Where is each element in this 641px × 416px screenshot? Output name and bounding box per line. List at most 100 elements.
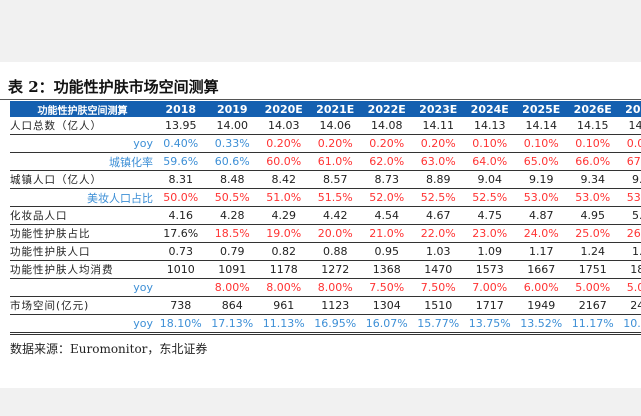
table-cell bbox=[155, 278, 207, 297]
table-cell: 0.33% bbox=[206, 134, 258, 153]
table-cell: 59.6% bbox=[155, 152, 207, 171]
table-cell: 4.42 bbox=[309, 206, 361, 225]
table-cell: 0.10% bbox=[567, 134, 619, 153]
table-cell: 11.17% bbox=[567, 314, 619, 335]
table-cell: 5.03 bbox=[618, 206, 641, 225]
row-label: 美妆人口占比 bbox=[10, 188, 155, 207]
table-cell: 7.50% bbox=[412, 278, 464, 297]
table-cell: 1667 bbox=[515, 260, 567, 279]
table-cell: 4.87 bbox=[515, 206, 567, 225]
table-cell: 1010 bbox=[155, 260, 207, 279]
table-cell: 1.17 bbox=[515, 242, 567, 261]
table-cell: 52.0% bbox=[361, 188, 413, 207]
row-label: 城镇人口（亿人） bbox=[10, 170, 155, 189]
table-cell: 53.0% bbox=[515, 188, 567, 207]
table-cell: 14.03 bbox=[258, 117, 310, 135]
table-cell: 8.00% bbox=[258, 278, 310, 297]
table-row: yoy 18.10% 17.13% 11.13% 16.95% 16.07% 15.77% 1… bbox=[10, 314, 641, 335]
table-cell: 8.42 bbox=[258, 170, 310, 189]
table-cell: 1470 bbox=[412, 260, 464, 279]
table-cell: 6.00% bbox=[515, 278, 567, 297]
table-cell: 5.00% bbox=[567, 278, 619, 297]
table-cell: 8.00% bbox=[206, 278, 258, 297]
table-cell: 26.0% bbox=[618, 224, 641, 243]
table-cell: 51.5% bbox=[309, 188, 361, 207]
title-divider bbox=[0, 99, 641, 100]
table-cell: 14.14 bbox=[515, 117, 567, 135]
table-cell: 0.10% bbox=[464, 134, 516, 153]
table-cell: 961 bbox=[258, 296, 310, 315]
table-cell: 17.6% bbox=[155, 224, 207, 243]
row-label: 人口总数（亿人） bbox=[10, 117, 155, 135]
row-label: 功能性护肤人口 bbox=[10, 242, 155, 261]
table-cell: 65.0% bbox=[515, 152, 567, 171]
header-year: 2027E bbox=[618, 101, 641, 117]
table-cell: 4.67 bbox=[412, 206, 464, 225]
row-label: 功能性护肤占比 bbox=[10, 224, 155, 243]
table-cell: 9.48 bbox=[618, 170, 641, 189]
table-row: 功能性护肤人口 0.73 0.79 0.82 0.88 0.95 1.03 1.09 1.17 1… bbox=[10, 242, 641, 261]
table-cell: 14.13 bbox=[464, 117, 516, 135]
table-cell: 0.73 bbox=[155, 242, 207, 261]
table-cell: 0.20% bbox=[309, 134, 361, 153]
table-cell: 7.50% bbox=[361, 278, 413, 297]
table-cell: 1272 bbox=[309, 260, 361, 279]
table-cell: 13.75% bbox=[464, 314, 516, 335]
table-cell: 52.5% bbox=[412, 188, 464, 207]
table-cell: 21.0% bbox=[361, 224, 413, 243]
table-cell: 11.13% bbox=[258, 314, 310, 335]
table-cell: 18.10% bbox=[155, 314, 207, 335]
table-cell: 4.75 bbox=[464, 206, 516, 225]
header-year: 2019 bbox=[206, 101, 258, 117]
table-cell: 4.95 bbox=[567, 206, 619, 225]
table-cell: 16.07% bbox=[361, 314, 413, 335]
table-cell: 1091 bbox=[206, 260, 258, 279]
table-cell: 20.0% bbox=[309, 224, 361, 243]
table-row: 城镇人口（亿人） 8.31 8.48 8.42 8.57 8.73 8.89 9.04 9.19… bbox=[10, 170, 641, 189]
table-row: 功能性护肤占比 17.6% 18.5% 19.0% 20.0% 21.0% 22.0% 23.… bbox=[10, 224, 641, 243]
table-cell: 9.34 bbox=[567, 170, 619, 189]
table-cell: 2167 bbox=[567, 296, 619, 315]
row-label: yoy bbox=[10, 314, 155, 335]
table-cell: 9.19 bbox=[515, 170, 567, 189]
table-cell: 50.5% bbox=[206, 188, 258, 207]
table-header-row: 功能性护肤空间测算 2018 2019 2020E 2021E 2022E 2023E 202… bbox=[10, 101, 641, 117]
table-cell: 25.0% bbox=[567, 224, 619, 243]
table-cell: 53.0% bbox=[618, 188, 641, 207]
table-cell: 1573 bbox=[464, 260, 516, 279]
table-cell: 0.95 bbox=[361, 242, 413, 261]
header-year: 2022E bbox=[361, 101, 413, 117]
table-row: 化妆品人口 4.16 4.28 4.29 4.42 4.54 4.67 4.75 4.87 4.9… bbox=[10, 206, 641, 225]
table-cell: 1751 bbox=[567, 260, 619, 279]
header-year: 2023E bbox=[412, 101, 464, 117]
table-cell: 14.15 bbox=[618, 117, 641, 135]
table-cell: 53.0% bbox=[567, 188, 619, 207]
table-cell: 52.5% bbox=[464, 188, 516, 207]
table-cell: 4.16 bbox=[155, 206, 207, 225]
table-cell: 1304 bbox=[361, 296, 413, 315]
table-cell: 14.06 bbox=[309, 117, 361, 135]
table-cell: 50.0% bbox=[155, 188, 207, 207]
table-cell: 4.28 bbox=[206, 206, 258, 225]
table-cell: 0.79 bbox=[206, 242, 258, 261]
header-year: 2018 bbox=[155, 101, 207, 117]
table-cell: 0.00% bbox=[618, 134, 641, 153]
table-cell: 5.00% bbox=[618, 278, 641, 297]
table-cell: 24.0% bbox=[515, 224, 567, 243]
header-year: 2024E bbox=[464, 101, 516, 117]
table-cell: 0.82 bbox=[258, 242, 310, 261]
table-cell: 15.77% bbox=[412, 314, 464, 335]
table-cell: 2402 bbox=[618, 296, 641, 315]
row-label: 化妆品人口 bbox=[10, 206, 155, 225]
table-cell: 0.20% bbox=[361, 134, 413, 153]
table-cell: 22.0% bbox=[412, 224, 464, 243]
row-label: 城镇化率 bbox=[10, 152, 155, 171]
table-cell: 8.57 bbox=[309, 170, 361, 189]
table-cell: 864 bbox=[206, 296, 258, 315]
table-cell: 1.03 bbox=[412, 242, 464, 261]
table-cell: 66.0% bbox=[567, 152, 619, 171]
table-cell: 17.13% bbox=[206, 314, 258, 335]
table-cell: 8.48 bbox=[206, 170, 258, 189]
table-row: 功能性护肤人均消费 1010 1091 1178 1272 1368 1470 1573 166… bbox=[10, 260, 641, 279]
table-cell: 1123 bbox=[309, 296, 361, 315]
